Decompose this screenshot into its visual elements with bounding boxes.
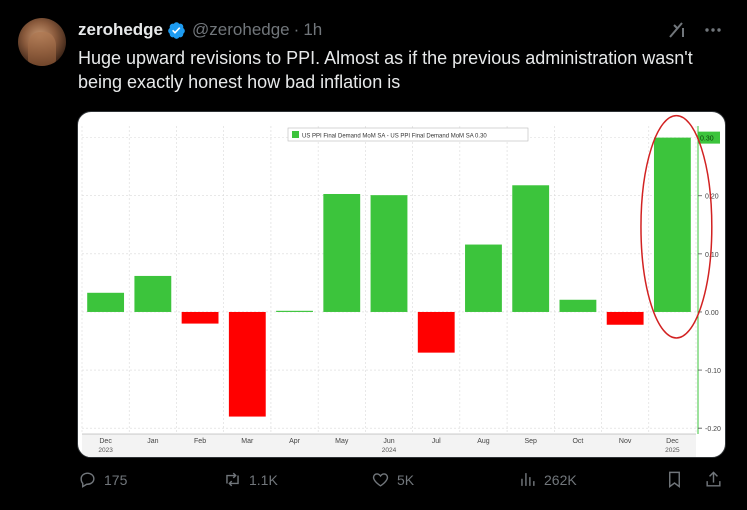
bar [606,311,644,325]
last-value-box [698,131,720,144]
x-year-label: 2024 [382,447,397,454]
ppi-bar-chart: 0.300.200.100.00-0.10-0.200.30DecJanFebM… [81,114,721,457]
reply-icon [80,472,95,488]
bar [512,185,550,312]
x-year-label: 2025 [665,447,680,454]
avatar[interactable] [18,18,66,66]
x-year-label: 2023 [98,447,113,454]
timestamp[interactable]: 1h [303,20,323,39]
x-tick-label: Oct [572,438,583,445]
retweet-icon [226,472,239,487]
x-tick-label: Mar [241,438,254,445]
bar [228,311,266,417]
bar [653,137,691,312]
legend-label: US PPI Final Demand MoM SA - US PPI Fina… [302,134,487,140]
views-button[interactable]: 262K [518,470,577,489]
bar [370,195,408,312]
x-tick-label: Dec [666,438,679,445]
like-count: 5K [397,471,415,488]
retweet-count: 1.1K [249,471,278,488]
chart-image[interactable]: 0.300.200.100.00-0.10-0.200.30DecJanFebM… [77,111,726,458]
y-tick-label: 0.00 [705,310,719,317]
bar [323,193,361,312]
bar [87,292,125,312]
display-name[interactable]: zerohedge [78,20,164,39]
x-tick-label: Sep [524,438,537,445]
x-tick-label: Jul [432,438,441,445]
legend-box [287,127,529,142]
bar [559,299,597,312]
legend-swatch [292,131,299,138]
more-icon[interactable] [703,20,723,40]
x-tick-label: Dec [99,438,112,445]
bar [134,275,172,312]
bookmark-icon [669,471,680,489]
heart-icon [372,473,389,487]
last-value-label: 0.30 [700,136,714,143]
y-tick-label: 0.20 [705,194,719,201]
y-tick-label: -0.10 [705,368,721,375]
bar [181,311,219,324]
share-icon [706,471,721,487]
bar [276,310,313,312]
x-tick-label: Jan [147,438,158,445]
share-button[interactable] [704,470,723,489]
view-count: 262K [544,471,577,488]
grok-icon[interactable] [667,20,687,40]
views-icon [521,473,535,486]
x-axis-band [82,434,696,457]
retweet-button[interactable]: 1.1K [223,470,278,489]
reply-count: 175 [104,471,128,488]
verified-badge-icon [168,21,185,39]
y-tick-label: -0.20 [705,426,721,433]
handle[interactable]: @zerohedge [192,20,290,39]
x-tick-label: Jun [383,438,394,445]
x-tick-label: Aug [477,438,490,445]
x-tick-label: May [335,438,349,445]
separator-dot: · [293,20,300,39]
bookmark-button[interactable] [665,470,684,489]
bar [417,311,455,353]
x-tick-label: Feb [194,438,206,445]
tweet-header: zerohedge @zerohedge · 1h [78,18,322,42]
tweet-top-icons [667,20,723,40]
x-tick-label: Apr [289,438,301,445]
tweet-text: Huge upward revisions to PPI. Almost as … [78,48,693,92]
like-button[interactable]: 5K [371,470,414,489]
action-bar: 175 1.1K 5K 262K [78,470,728,500]
reply-button[interactable]: 175 [78,470,127,489]
y-tick-label: 0.10 [705,252,719,259]
x-tick-label: Nov [619,438,632,445]
highlight-circle [640,114,713,339]
bar [465,244,502,312]
